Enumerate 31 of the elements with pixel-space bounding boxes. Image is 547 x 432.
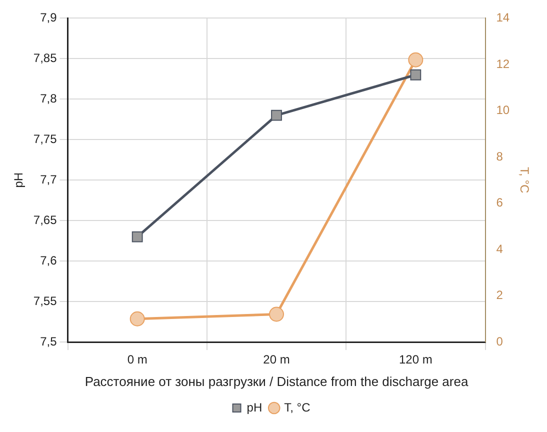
y2-tick-label: 6 xyxy=(496,196,504,210)
y-tick-label: 7,8 xyxy=(40,91,58,106)
y-tick-label: 7,75 xyxy=(33,132,58,146)
y-tick-label: 7,5 xyxy=(40,334,58,348)
y2-tick-label: 8 xyxy=(496,149,504,164)
y2-axis-title: T, °C xyxy=(517,167,532,194)
y2-tick-label: 4 xyxy=(496,242,504,256)
x-tick-label: 120 m xyxy=(398,352,432,367)
y2-tick-label: 2 xyxy=(496,288,504,302)
point xyxy=(269,306,284,322)
y-tick-label: 7,7 xyxy=(40,172,58,186)
x-tick-label: 0 m xyxy=(127,352,148,367)
legend-label: pH xyxy=(246,400,262,414)
point xyxy=(408,52,424,68)
x-tick-label: 20 m xyxy=(263,352,290,367)
y-axis-title: pH xyxy=(12,172,26,188)
y-tick-label: 7,55 xyxy=(33,294,58,308)
x-axis-title: Расстояние от зоны разгрузки / Distance from the discharge area xyxy=(84,374,469,389)
y2-tick-label: 10 xyxy=(496,103,510,118)
point xyxy=(132,231,143,242)
y2-tick-label: 12 xyxy=(496,56,510,71)
y2-tick-label: 0 xyxy=(496,334,504,348)
point xyxy=(271,110,282,121)
legend-label: T, °C xyxy=(284,400,311,414)
point xyxy=(130,311,145,326)
y-tick-label: 7,6 xyxy=(40,253,58,268)
y-tick-label: 7,85 xyxy=(33,50,58,65)
point xyxy=(410,69,422,80)
y-tick-label: 7,9 xyxy=(40,10,58,25)
y-tick-label: 7,65 xyxy=(33,212,58,227)
y2-tick-label: 14 xyxy=(496,10,510,25)
